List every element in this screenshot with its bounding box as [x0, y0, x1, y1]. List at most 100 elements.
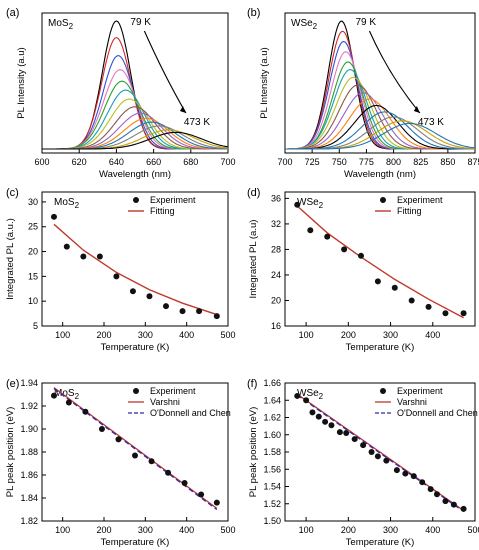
- temperature-arrow: [143, 30, 187, 114]
- plot-frame: [41, 191, 229, 327]
- y-tick-label: 28: [271, 244, 281, 254]
- plot-frame: [284, 191, 476, 327]
- legend-label: Fitting: [397, 206, 422, 216]
- x-axis-label: Temperature (K): [101, 537, 170, 548]
- data-point: [309, 409, 316, 416]
- sample-label: MoS2: [54, 388, 80, 401]
- y-axis-label: PL Intensity (a.u): [16, 47, 27, 118]
- legend-label: Experiment: [397, 386, 443, 396]
- data-point: [96, 253, 103, 260]
- arrow-head: [413, 106, 420, 113]
- y-tick-label: 1.66: [263, 378, 281, 388]
- data-point: [307, 227, 314, 234]
- spectrum-line: [285, 104, 475, 150]
- spectrum-line: [285, 30, 475, 150]
- y-axis-label: Integrated PL (a.u): [248, 220, 259, 299]
- legend-marker-experiment: [133, 388, 139, 394]
- arrow-head: [179, 106, 186, 113]
- spectrum-line: [42, 20, 228, 150]
- annotation-low-temp: 79 K: [355, 17, 376, 28]
- x-tick-label: 300: [138, 525, 153, 535]
- legend-label: Fitting: [150, 206, 175, 216]
- data-point: [419, 479, 426, 486]
- varshni-fit-line: [296, 393, 464, 512]
- data-point: [322, 418, 329, 425]
- data-point: [294, 392, 301, 399]
- data-point: [351, 436, 358, 443]
- annotation-high-temp: 473 K: [184, 117, 210, 128]
- data-point: [148, 458, 155, 465]
- fit-line: [53, 223, 218, 316]
- x-tick-label: 660: [146, 157, 161, 167]
- x-tick-label: 620: [72, 157, 87, 167]
- y-axis-label: PL peak position (eV): [5, 407, 16, 497]
- y-tick-label: 1.82: [20, 516, 38, 526]
- odonnell-chen-fit-line: [53, 388, 218, 511]
- legend-label: Experiment: [397, 195, 443, 205]
- legend-label: Experiment: [150, 386, 196, 396]
- data-point: [63, 243, 70, 250]
- y-axis-label: PL peak position (eV): [248, 407, 259, 497]
- x-tick-label: 200: [96, 330, 111, 340]
- x-axis-label: Temperature (K): [346, 342, 415, 353]
- data-point: [427, 486, 434, 493]
- panel-b: (b) 700 725 750 775 800 825 850 875 Wavelength (n…: [247, 7, 479, 180]
- x-tick-label: 400: [179, 330, 194, 340]
- y-tick-label: 1.92: [20, 401, 38, 411]
- x-tick-label: 400: [425, 525, 440, 535]
- data-point: [391, 284, 398, 291]
- panel-f: (f) 100 200 300 400 500 Temperature (K) PL peak…: [247, 378, 479, 548]
- data-point: [213, 313, 220, 320]
- x-tick-label: 775: [359, 157, 374, 167]
- y-tick-label: 1.94: [20, 378, 38, 388]
- x-tick-label: 200: [341, 330, 356, 340]
- y-tick-label: 1.84: [20, 493, 38, 503]
- panel-d: (d) 100 200 300 400 Temperature (K) Integrated…: [247, 187, 476, 353]
- y-tick-label: 20: [271, 295, 281, 305]
- sample-label: MoS2: [48, 18, 74, 31]
- data-point: [198, 491, 205, 498]
- data-point: [460, 505, 467, 512]
- spectrum-line: [285, 40, 475, 150]
- x-tick-label: 400: [179, 525, 194, 535]
- legend-label: O'Donnell and Chen: [150, 408, 231, 418]
- data-point: [65, 399, 72, 406]
- spectrum-line: [42, 36, 228, 150]
- sample-label: MoS2: [54, 197, 80, 210]
- x-tick-label: 800: [386, 157, 401, 167]
- plot-frame: [284, 12, 476, 154]
- data-point: [374, 278, 381, 285]
- data-point: [410, 473, 417, 480]
- data-point: [294, 201, 301, 208]
- data-point: [434, 491, 440, 498]
- sample-label: WSe2: [297, 197, 324, 210]
- data-point: [336, 429, 343, 436]
- data-point: [165, 469, 172, 476]
- x-tick-label: 700: [220, 157, 235, 167]
- y-tick-label: 1.50: [263, 516, 281, 526]
- x-tick-label: 500: [467, 525, 479, 535]
- panel-c: (c) 100 200 300 400 500 Temperature (K) Integra…: [5, 187, 236, 353]
- data-point: [460, 310, 467, 317]
- x-tick-label: 600: [34, 157, 49, 167]
- x-tick-label: 680: [183, 157, 198, 167]
- legend-marker-experiment: [380, 388, 386, 394]
- y-tick-label: 1.54: [263, 482, 281, 492]
- x-tick-label: 100: [299, 330, 314, 340]
- y-tick-label: 10: [28, 296, 38, 306]
- x-tick-label: 100: [55, 330, 70, 340]
- data-point: [315, 413, 322, 420]
- spectrum-line: [42, 131, 228, 150]
- x-tick-label: 850: [440, 157, 455, 167]
- y-tick-label: 1.56: [263, 464, 281, 474]
- x-tick-label: 300: [383, 525, 398, 535]
- data-point: [393, 467, 400, 474]
- data-point: [360, 442, 367, 449]
- y-axis-label: Integrated PL (a.u.): [5, 218, 16, 300]
- y-tick-label: 25: [28, 222, 38, 232]
- data-point: [98, 426, 105, 432]
- panel-e: (e) 100 200 300 400 500 Temperature (K) PL peak…: [5, 378, 236, 548]
- x-tick-label: 875: [467, 157, 479, 167]
- y-tick-label: 1.62: [263, 413, 281, 423]
